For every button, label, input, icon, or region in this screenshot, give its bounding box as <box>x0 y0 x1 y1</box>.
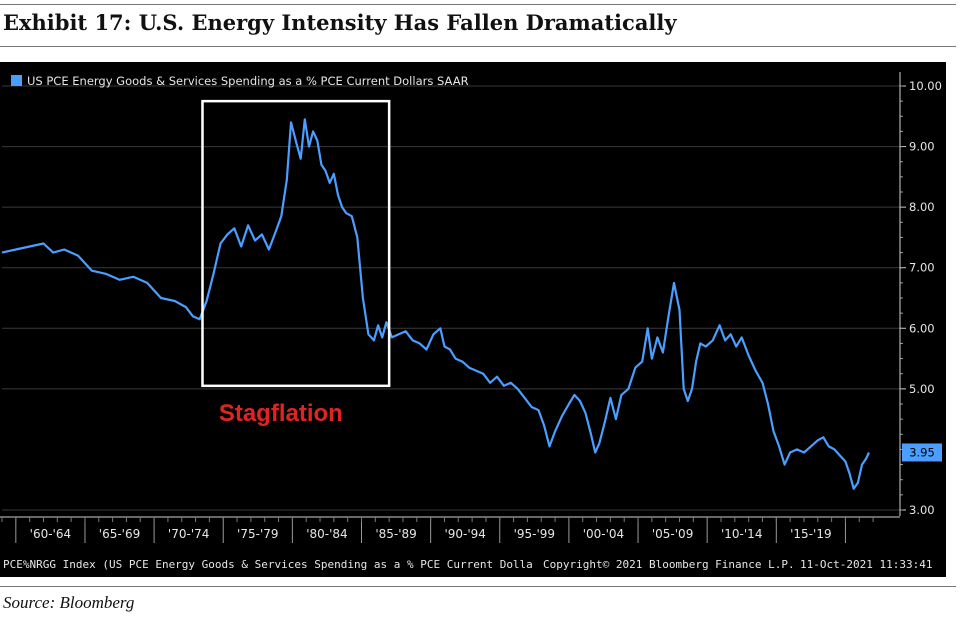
top-rule <box>0 4 956 5</box>
bottom-rule <box>0 586 956 587</box>
copyright-text: Copyright© 2021 Bloomberg Finance L.P. <box>543 558 795 571</box>
line-chart: 3.00 5.00 6.00 7.00 8.00 9.00 10.00 '60-'64 '65-… <box>0 72 942 571</box>
axis-layer: 3.00 5.00 6.00 7.00 8.00 9.00 10.00 '60-'64 '65-… <box>0 72 942 543</box>
ytick-label: 9.00 <box>909 140 935 154</box>
last-value-badge <box>902 443 942 462</box>
ytick-label: 8.00 <box>909 200 935 214</box>
xtick-label: '85-'89 <box>375 527 416 541</box>
xtick-label: '90-'94 <box>444 527 485 541</box>
xtick-label: '65-'69 <box>99 527 140 541</box>
title-rule <box>0 46 956 47</box>
source-note: Source: Bloomberg <box>3 593 135 612</box>
legend-swatch <box>11 75 22 86</box>
ytick-label: 5.00 <box>909 382 935 396</box>
xtick-label: '75-'79 <box>237 527 278 541</box>
exhibit-title: Exhibit 17: U.S. Energy Intensity Has Fa… <box>3 10 677 35</box>
xtick-label: '70-'74 <box>168 527 209 541</box>
ticker-description: PCE%NRGG Index (US PCE Energy Goods & Se… <box>3 558 533 571</box>
grid-layer <box>2 85 900 511</box>
legend: US PCE Energy Goods & Services Spending … <box>11 74 469 88</box>
stagflation-box <box>201 99 391 388</box>
annotation-layer: Stagflation <box>201 99 391 427</box>
ytick-label: 10.00 <box>909 79 942 93</box>
stagflation-label: Stagflation <box>219 400 343 427</box>
chart-panel: 3.00 5.00 6.00 7.00 8.00 9.00 10.00 '60-'64 '65-… <box>0 62 946 577</box>
ytick-label: 6.00 <box>909 321 935 335</box>
timestamp-text: 11-Oct-2021 11:33:41 <box>800 558 932 571</box>
xtick-label: '15-'19 <box>790 527 831 541</box>
series-layer <box>1 118 870 490</box>
chart-footer: PCE%NRGG Index (US PCE Energy Goods & Se… <box>3 558 932 571</box>
ytick-label: 3.00 <box>909 503 935 517</box>
xtick-label: '00-'04 <box>583 527 624 541</box>
xtick-label: '05-'09 <box>652 527 693 541</box>
xtick-label: '60-'64 <box>30 527 71 541</box>
xtick-label: '80-'84 <box>306 527 347 541</box>
ytick-label: 7.00 <box>909 261 935 275</box>
legend-label: US PCE Energy Goods & Services Spending … <box>27 74 469 88</box>
series-line <box>1 118 870 490</box>
xtick-label: '10-'14 <box>721 527 762 541</box>
last-value-label: 3.95 <box>909 445 935 459</box>
xtick-label: '95-'99 <box>514 527 555 541</box>
